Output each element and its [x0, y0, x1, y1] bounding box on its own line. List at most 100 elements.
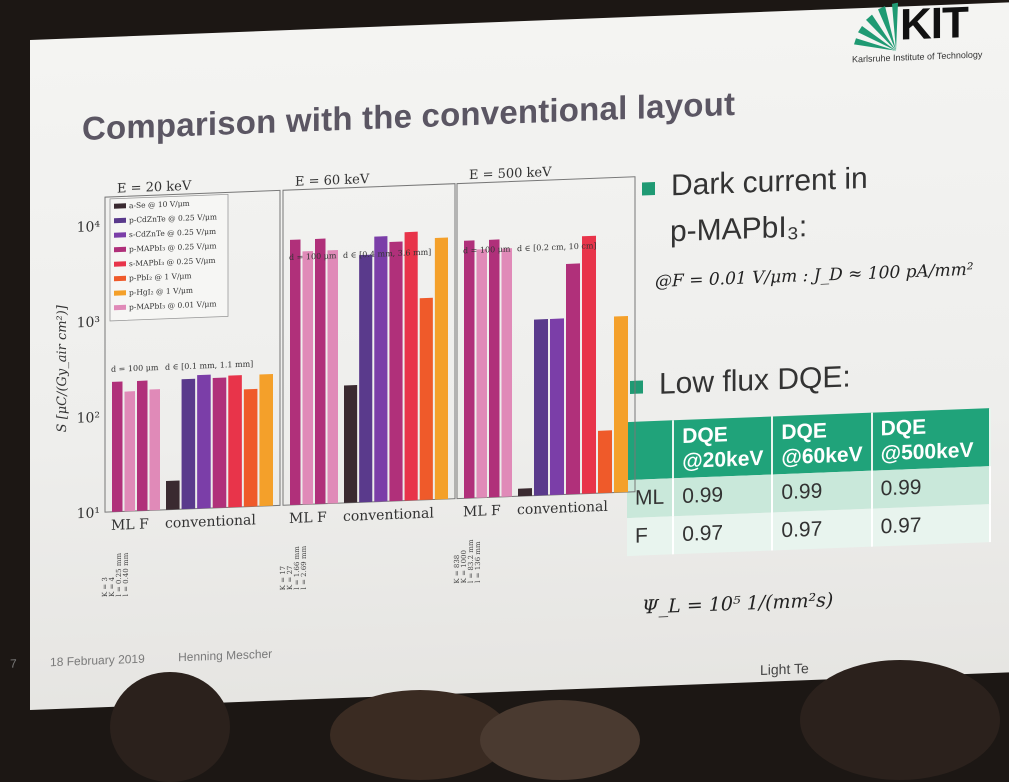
footer-page: 7 — [10, 656, 17, 671]
bar — [259, 373, 274, 507]
legend-swatch — [114, 261, 126, 267]
projected-slide: Comparison with the conventional layout … — [10, 0, 1009, 710]
group-range-label: d = 100 μm — [289, 251, 337, 262]
panel-note: l = 83.2 mm — [467, 539, 475, 583]
panel-note: l = 1.66 mm — [293, 546, 301, 590]
dark-current-formula: @F = 0.01 V/μm : J_D ≈ 100 pA/mm² — [655, 259, 974, 292]
bullet-dark-current-text: Dark current in — [671, 161, 868, 203]
panel-note: l = 0.25 mm — [115, 552, 123, 596]
panel-note: l = 0.40 mm — [122, 552, 130, 596]
x-group-label: conventional — [343, 505, 434, 525]
bar — [614, 315, 628, 493]
bar — [181, 378, 196, 510]
table-cell: 0.97 — [871, 504, 990, 548]
bar — [124, 391, 135, 512]
y-axis-label: S [μC/(Gy_air cm²)] — [55, 304, 70, 433]
table-cell: 0.97 — [772, 509, 872, 551]
bar — [302, 250, 313, 505]
bar — [327, 249, 338, 504]
bullet-low-flux-text: Low flux DQE: — [659, 360, 851, 401]
legend-box — [109, 193, 229, 322]
kit-logo-text: KIT — [900, 0, 968, 50]
kit-logo-mark-icon — [854, 2, 898, 51]
panel-note: K = 838 — [453, 555, 461, 584]
audience-head — [800, 660, 1000, 780]
legend-entry: p-PbI₂ @ 1 V/μm — [129, 271, 191, 282]
bar — [149, 389, 160, 511]
bar — [374, 236, 388, 502]
group-range-label: d = 100 μm — [463, 245, 511, 256]
audience-head — [110, 672, 230, 782]
panel-note: K = 1000 — [460, 550, 468, 584]
bar — [137, 380, 148, 511]
panel-note: K = 3 — [101, 577, 109, 597]
table-cell: 0.99 — [772, 471, 872, 513]
bar — [566, 263, 580, 495]
panel-energy-label: E = 60 keV — [295, 172, 370, 190]
legend-entry: s-MAPbI₃ @ 0.25 V/μm — [129, 256, 216, 268]
panel-note: K = 17 — [279, 566, 287, 591]
audience-head — [480, 700, 640, 780]
bar — [112, 381, 123, 512]
bar — [212, 377, 227, 508]
photo-frame: Comparison with the conventional layout … — [10, 0, 1009, 782]
legend-entry: p-MAPbI₃ @ 0.01 V/μm — [129, 299, 216, 311]
panel-note: l = 136 mm — [474, 541, 482, 583]
footer-right-text: Light Te — [760, 660, 809, 678]
bar — [404, 231, 418, 501]
legend-swatch — [114, 232, 126, 238]
legend-swatch — [114, 217, 126, 224]
bar — [290, 239, 301, 506]
bar — [501, 248, 512, 497]
table-cell: 0.97 — [673, 512, 773, 555]
y-tick-label: 10¹ — [77, 505, 100, 522]
group-range-label: d ∈ [0.2 cm, 10 cm] — [517, 241, 597, 253]
table-cell: 0.99 — [673, 474, 773, 517]
bar — [518, 488, 532, 497]
x-group-label: conventional — [517, 499, 608, 519]
y-tick-label: 10² — [77, 410, 100, 427]
bar — [197, 374, 211, 509]
x-group-label: ML F — [111, 516, 149, 533]
group-range-label: d ∈ [0.1 mm, 1.1 mm] — [165, 359, 253, 371]
x-group-label: ML F — [463, 503, 501, 520]
dqe-header-60kev: DQE @60keV — [772, 412, 872, 475]
table-cell: 0.99 — [871, 466, 990, 510]
legend-swatch — [114, 290, 126, 296]
group-range-label: d ∈ [0.4 mm, 3.6 mm] — [343, 248, 431, 260]
legend-entry: s-CdZnTe @ 0.25 V/μm — [129, 227, 216, 239]
legend-swatch — [114, 203, 126, 209]
bullet-dark-current: Dark current in — [642, 162, 868, 205]
bullet-low-flux: Low flux DQE: — [630, 360, 851, 402]
legend-swatch — [114, 246, 126, 253]
bar — [419, 297, 433, 501]
panel-energy-label: E = 500 keV — [469, 165, 552, 183]
bar — [344, 385, 358, 503]
bar — [476, 249, 487, 498]
panel-note: l = 2.69 mm — [300, 545, 308, 589]
bar — [582, 235, 596, 494]
bar — [166, 480, 180, 510]
dqe-table: DQE @20keV DQE @60keV DQE @500keV ML 0.9… — [627, 408, 991, 557]
x-group-label: conventional — [165, 512, 256, 532]
panel-energy-label: E = 20 keV — [117, 179, 192, 197]
legend-swatch — [114, 304, 126, 311]
dqe-header-500kev: DQE @500keV — [871, 408, 990, 472]
legend-swatch — [114, 275, 126, 282]
x-group-label: ML F — [289, 510, 327, 527]
dqe-header-20kev: DQE @20keV — [673, 416, 773, 479]
bar — [389, 241, 403, 502]
panel-note: K = 4 — [108, 576, 116, 597]
bullet-dark-current-line2: p-MAPbI₃: — [670, 210, 808, 249]
bar — [598, 430, 612, 494]
bar — [359, 254, 373, 503]
legend-entry: p-HgI₂ @ 1 V/μm — [129, 286, 193, 297]
bar — [434, 237, 449, 500]
bar — [464, 240, 475, 499]
y-tick-label: 10³ — [77, 314, 100, 331]
flux-formula: Ψ_L = 10⁵ 1/(mm²s) — [642, 589, 834, 619]
bar — [534, 319, 548, 496]
bullet-square-icon — [642, 181, 655, 196]
sensitivity-bar-chart: S [μC/(Gy_air cm²)] 10¹ 10² 10³ 10⁴ E = 20 ke… — [55, 165, 636, 597]
kit-logo: KIT Karlsruhe Institute of Technology — [852, 0, 1002, 72]
